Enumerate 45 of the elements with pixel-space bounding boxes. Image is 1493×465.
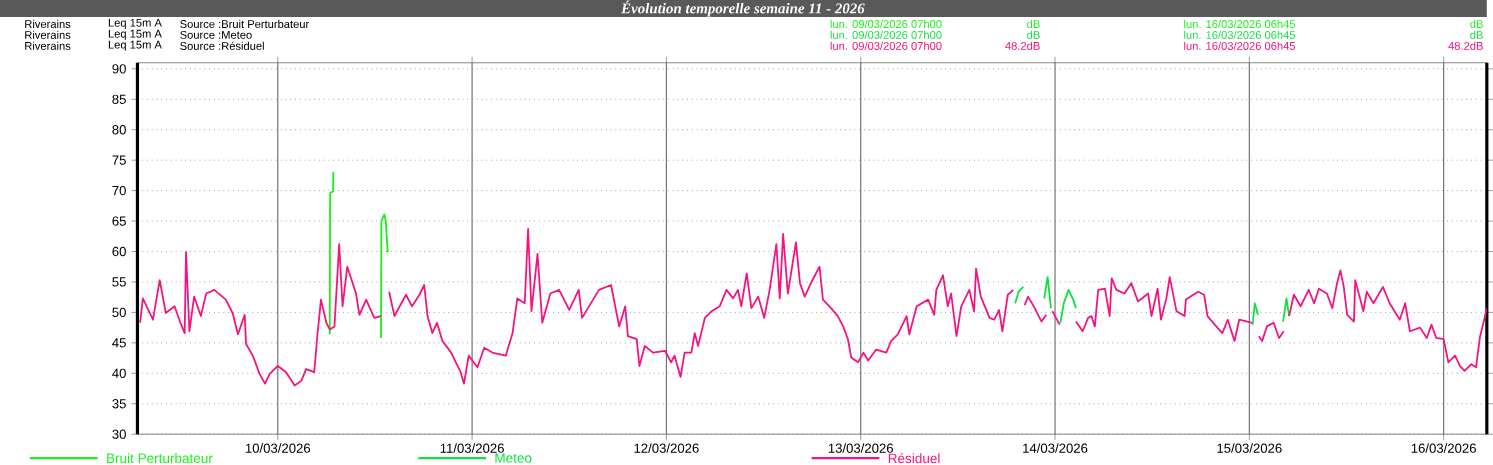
text: 48.2dB [1005, 41, 1040, 50]
text: lun. 09/03/2026 07h00 [830, 19, 942, 28]
y-tick-label: 85 [112, 94, 126, 104]
text: Leq 15m A [108, 40, 162, 51]
y-tick-label: 70 [112, 185, 126, 196]
y-tick-label: 75 [112, 155, 126, 165]
text: Leq 15m A [108, 18, 162, 29]
text: Riverains [25, 19, 71, 28]
text: lun. 09/03/2026 07h00 [830, 30, 942, 39]
x-tick-label: 10/03/2026 [245, 443, 311, 453]
y-tick-label: 65 [112, 216, 126, 226]
text: Riverains [25, 41, 71, 50]
y-tick-label: 90 [112, 64, 126, 74]
text: Bruit Perturbateur [107, 453, 213, 464]
text: lun. 16/03/2026 06h45 [1184, 30, 1296, 39]
y-tick-label: 50 [112, 307, 126, 318]
source-note: Source :Bruit Perturbateur [180, 19, 310, 28]
x-tick-label: 12/03/2026 [634, 443, 699, 453]
x-tick-label: 16/03/2026 [1411, 443, 1476, 453]
y-tick-label: 45 [112, 338, 126, 348]
text: 48.2dB [1448, 41, 1483, 50]
y-tick-label: 80 [112, 125, 126, 135]
text: lun. 16/03/2026 06h45 [1184, 19, 1296, 28]
text: Résiduel [888, 452, 940, 464]
text: lun. 16/03/2026 06h45 [1184, 41, 1296, 50]
text: dB [1027, 30, 1040, 39]
text: Riverains [25, 30, 71, 39]
text: dB [1027, 19, 1040, 28]
x-tick-label: 11/03/2026 [440, 443, 504, 453]
text: dB [1470, 30, 1483, 39]
text: dB [1470, 19, 1483, 28]
source-note: Source :Résiduel [180, 41, 264, 50]
x-tick-label: 14/03/2026 [1023, 443, 1088, 453]
source-note: Source :Meteo [180, 30, 252, 39]
text: Leq 15m A [108, 29, 162, 40]
y-tick-label: 30 [112, 429, 126, 439]
text: lun. 09/03/2026 07h00 [830, 41, 942, 50]
y-tick-label: 60 [112, 246, 126, 257]
y-tick-label: 55 [112, 277, 126, 287]
y-tick-label: 35 [112, 399, 126, 409]
chart-title: Évolution temporelle semaine 11 - 2026 [621, 0, 865, 17]
text: Meteo [495, 453, 532, 463]
x-tick-label: 15/03/2026 [1217, 443, 1282, 453]
x-tick-label: 13/03/2026 [828, 443, 894, 453]
y-tick-label: 40 [112, 368, 126, 378]
